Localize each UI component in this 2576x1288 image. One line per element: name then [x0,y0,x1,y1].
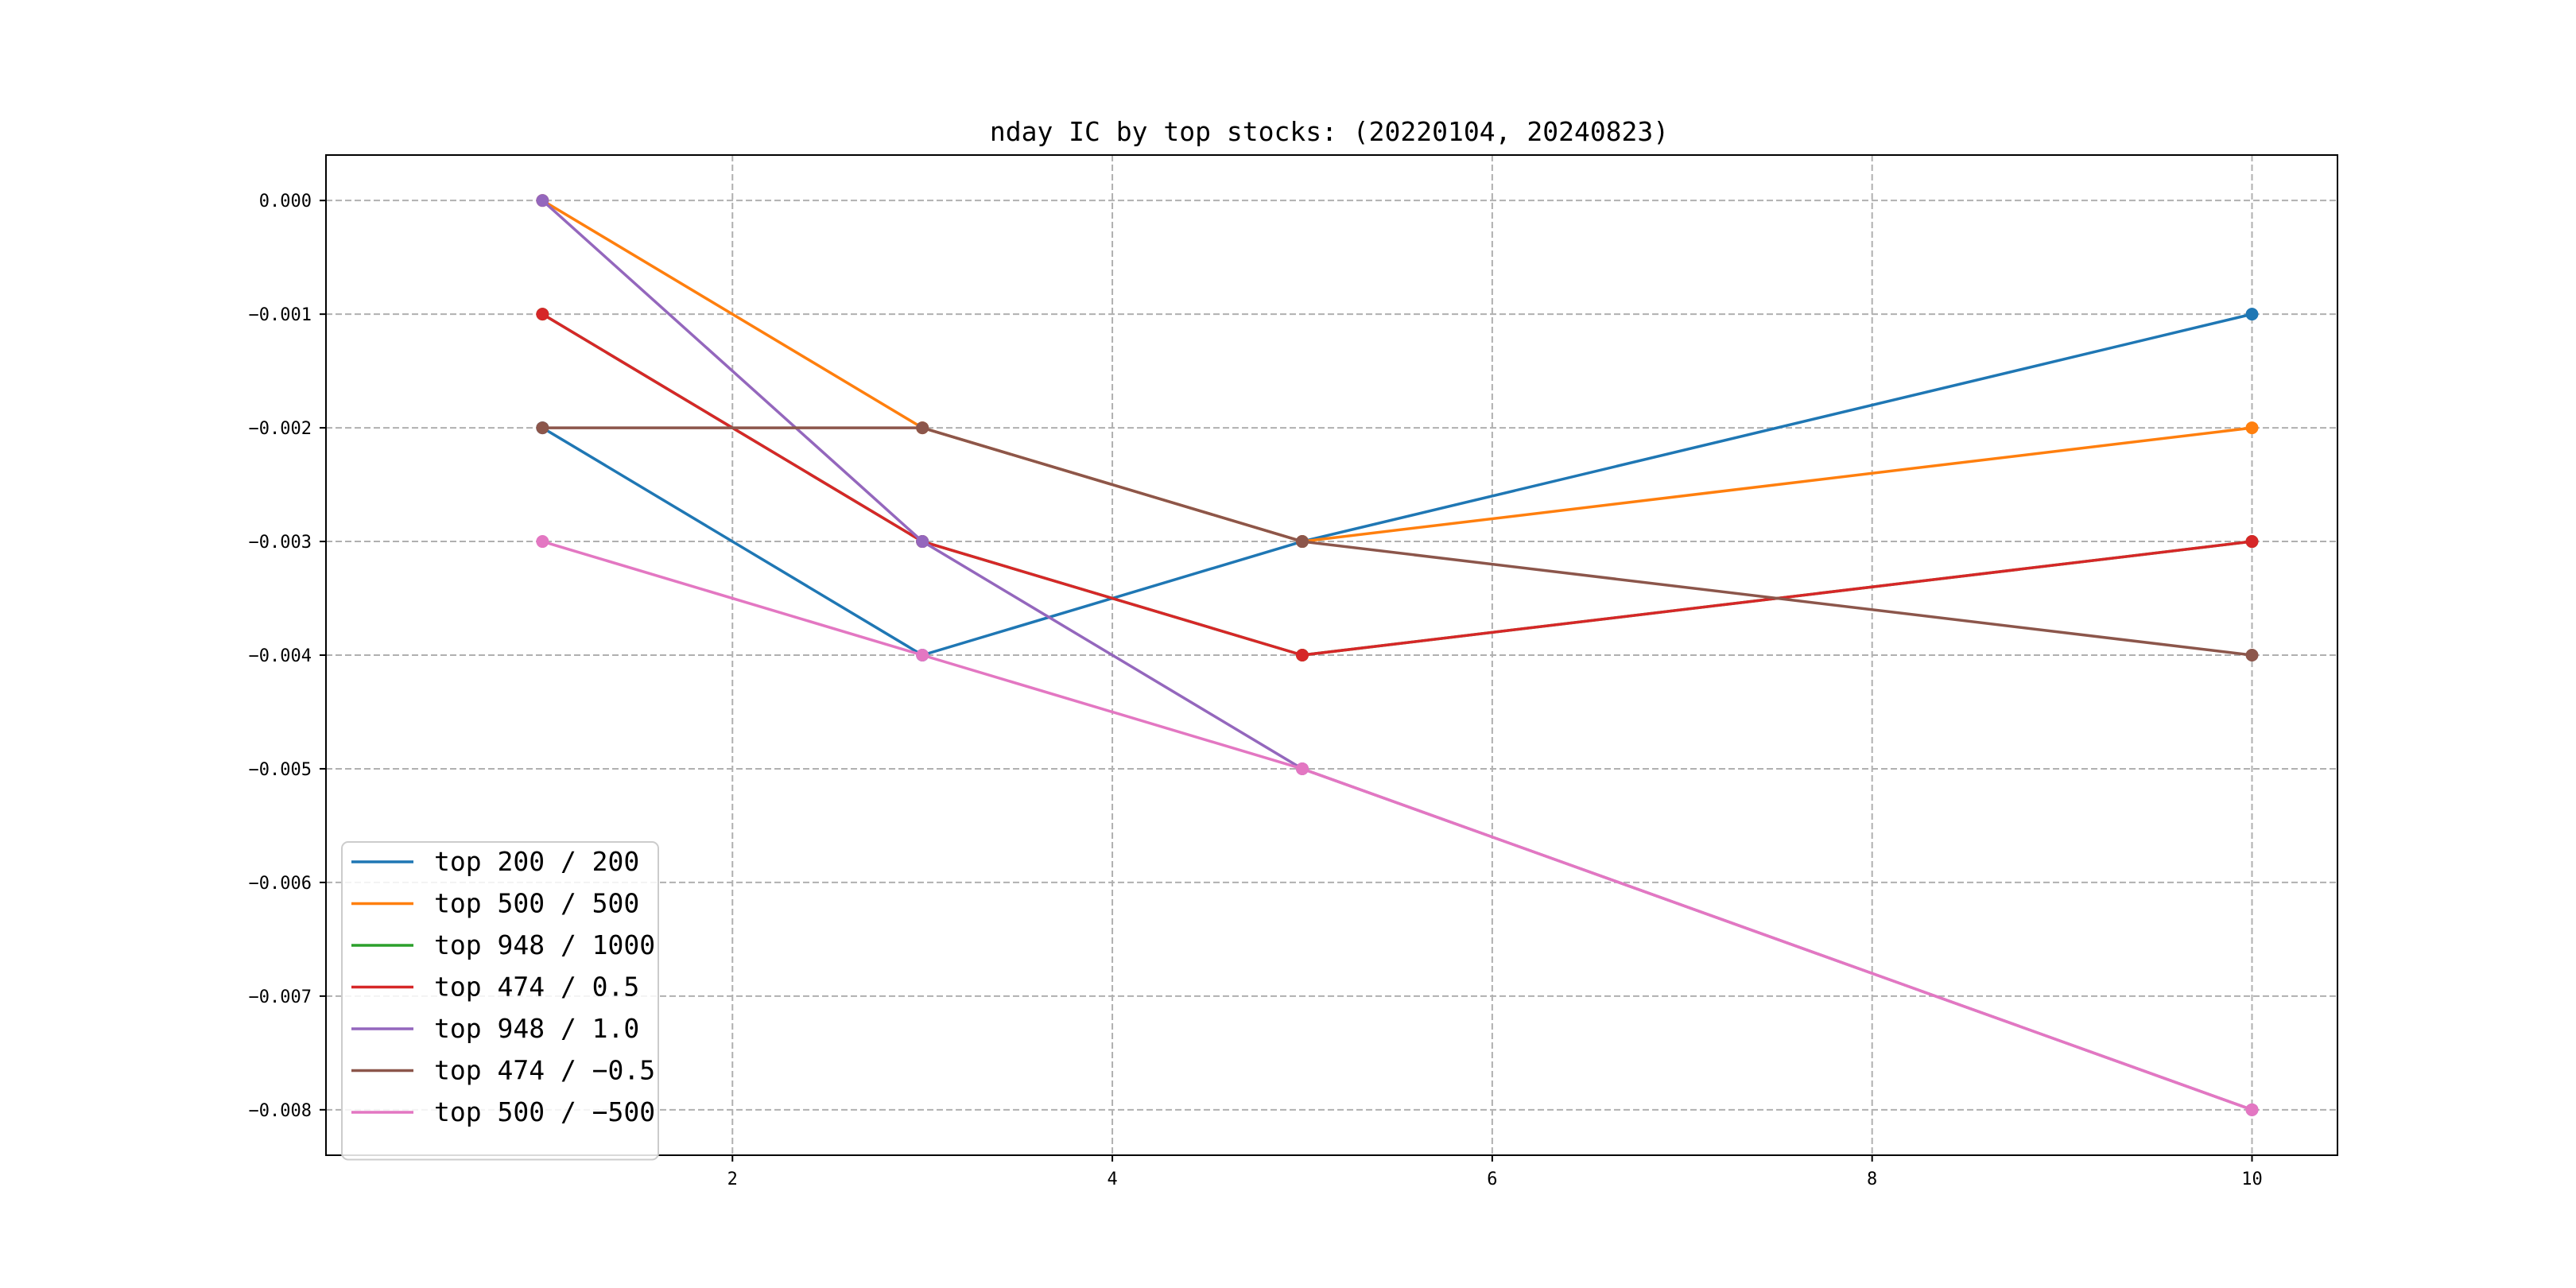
legend-label: top 500 / 500 [434,888,639,919]
series-line [541,540,2253,1111]
axis-ticks: 2 4 6 8 10 0.000 −0.001 −0.002 −0.003 −0.004 −0.00… [249,192,2263,1189]
data-point [916,649,929,661]
x-tick-label: 4 [1107,1170,1117,1189]
legend-box [341,841,659,1161]
x-tick-label: 2 [727,1170,738,1189]
series-6 [536,421,2259,661]
data-point [916,535,929,549]
legend-label: top 948 / 1000 [434,929,655,960]
x-tick-label: 8 [1867,1170,1877,1189]
y-tick-label: −0.003 [249,533,312,553]
legend-item: top 948 / 1.0 [351,1013,639,1044]
x-tick-label: 6 [1487,1170,1497,1189]
data-point [2245,649,2259,661]
series-line [542,426,2252,657]
series-2 [536,194,2259,549]
legend-label: top 948 / 1.0 [434,1013,639,1044]
series-line [541,312,2252,657]
series-line [541,312,2252,657]
data-point [536,535,549,549]
legend-item: top 474 / 0.5 [351,972,639,1003]
legend-label: top 500 / −500 [434,1096,655,1127]
plot-area-frame [325,154,2338,1156]
data-point [1295,535,1309,549]
legend-item: top 200 / 200 [351,846,639,877]
data-point [536,194,549,208]
legend-label: top 474 / 0.5 [434,972,639,1003]
data-point [2245,308,2259,321]
data-point [536,308,549,321]
data-point [2245,421,2259,435]
y-tick-label: −0.004 [249,646,312,666]
data-point [2245,1103,2259,1116]
series-line [541,199,2252,543]
legend-item: top 500 / 500 [351,888,639,919]
legend-item: top 500 / −500 [351,1096,655,1127]
series-7 [536,535,2259,1116]
series-1 [536,308,2259,661]
x-tick-label: 10 [2241,1170,2263,1189]
y-tick-label: −0.006 [249,874,312,894]
data-point [536,421,549,435]
data-point [1295,649,1309,661]
legend-label: top 200 / 200 [434,846,639,877]
series-4 [536,308,2259,661]
y-tick-label: −0.002 [249,419,312,439]
y-tick-label: −0.008 [249,1101,312,1121]
data-point [1295,762,1309,775]
legend-label: top 474 / −0.5 [434,1055,655,1086]
legend: top 200 / 200 top 500 / 500 top 948 / 1000… [341,841,659,1161]
y-tick-label: −0.005 [249,760,312,780]
y-tick-label: −0.007 [249,987,312,1007]
y-tick-label: 0.000 [259,192,312,211]
series-3 [536,308,2259,661]
data-point [916,421,929,435]
series-lines [536,194,2259,1116]
series-line [541,312,2252,657]
legend-item: top 948 / 1000 [351,929,655,960]
data-point [2245,535,2259,549]
chart-title: nday IC by top stocks: (20220104, 202408… [990,116,1669,147]
y-tick-label: −0.001 [249,305,312,325]
legend-item: top 474 / −0.5 [351,1055,655,1086]
